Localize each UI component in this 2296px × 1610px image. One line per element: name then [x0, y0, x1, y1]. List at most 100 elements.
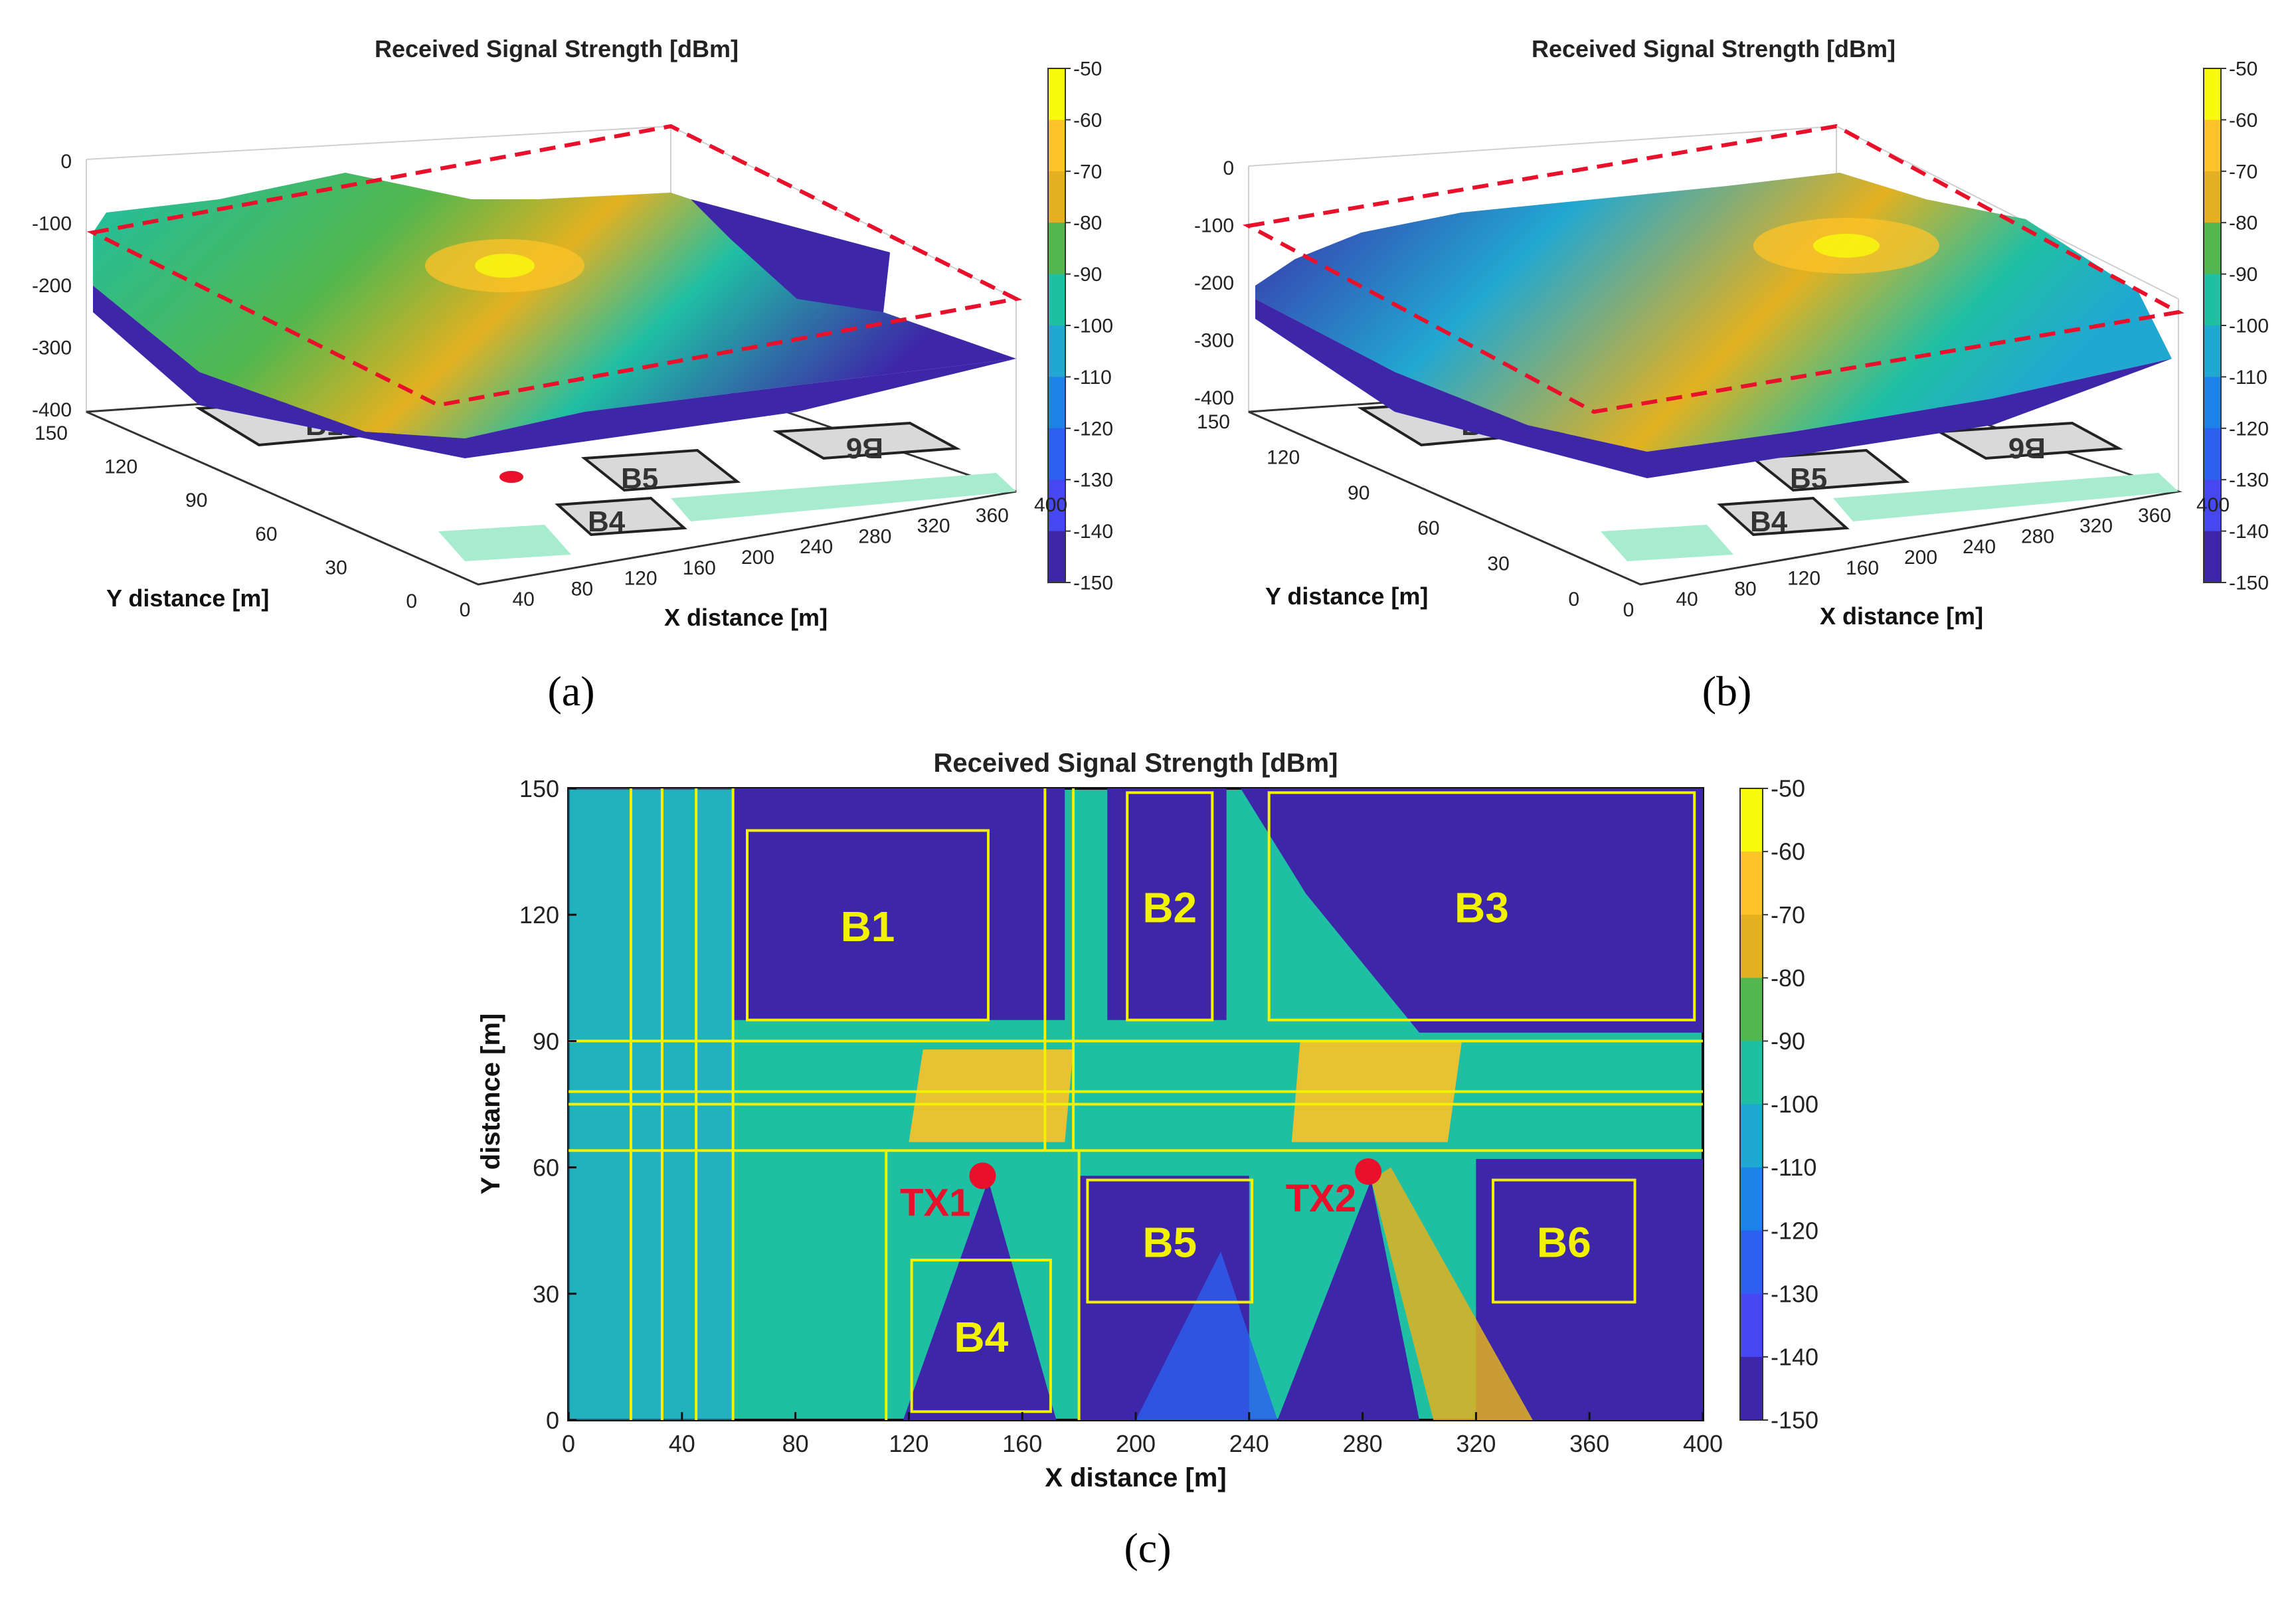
- colorbar-a-band-0: [1048, 68, 1065, 120]
- colorbar-b-tick-label: -150: [2229, 573, 2269, 594]
- colorbar-c-tick-label: -110: [1771, 1154, 1816, 1181]
- panel-b-x-tick: 320: [2079, 515, 2113, 537]
- panel-b-z-tick: -100: [1194, 215, 1234, 237]
- panel-a-y-tick: 150: [35, 422, 68, 444]
- colorbar-a-tick-label: -130: [1073, 470, 1113, 492]
- region-b1-shadow: [733, 788, 1065, 1020]
- panel-b-y-tick: 120: [1267, 446, 1300, 468]
- panel-b-y-tick: 60: [1417, 517, 1439, 539]
- heatmap-regions: [569, 788, 1703, 1420]
- colorbar-c-tick-label: -120: [1771, 1217, 1818, 1244]
- colorbar-a-tick-label: -150: [1073, 573, 1113, 594]
- colorbar-a-band-2: [1048, 171, 1065, 223]
- panel-b-title: Received Signal Strength [dBm]: [1532, 35, 1896, 62]
- colorbar-b-band-5: [2204, 325, 2221, 377]
- colorbar-b-tick-label: -80: [2229, 213, 2257, 234]
- panel-a-floor-label-b5: B5: [621, 462, 658, 495]
- panel-a-floor-label-b6: B6: [846, 432, 883, 464]
- panel-a-x-tick: 200: [741, 547, 774, 569]
- colorbar-a-band-7: [1048, 428, 1065, 480]
- colorbar-c-band-0: [1740, 788, 1763, 852]
- colorbar-a-tick-label: -90: [1073, 264, 1102, 286]
- panel-b-x-tick: 400: [2196, 494, 2230, 516]
- panel-a-x-tick: 240: [800, 536, 833, 558]
- panel-b-x-tick: 80: [1734, 578, 1756, 600]
- panel-a-3d-plot: B1 B6 B5 B4: [86, 124, 1023, 586]
- colorbar-c-tick-label: -150: [1771, 1407, 1818, 1434]
- colorbar-b-tick-label: -110: [2229, 367, 2267, 389]
- colorbar-a-tick-label: -110: [1073, 367, 1112, 389]
- region-mid-shadow: [1136, 1251, 1278, 1420]
- panel-b-x-tick: 240: [1963, 536, 1996, 558]
- panel-a-surface: [93, 173, 1016, 458]
- colorbar-c-band-6: [1740, 1167, 1763, 1231]
- panel-a-y-tick: 30: [325, 557, 347, 579]
- panel-b-threshold-plane: [1242, 124, 2185, 414]
- colorbar-b-band-3: [2204, 223, 2221, 275]
- panel-a-x-tick: 360: [976, 505, 1009, 527]
- colorbar-c-band-4: [1740, 1041, 1763, 1105]
- colorbar-c-tick-label: -100: [1771, 1091, 1818, 1118]
- colorbar-a-band-3: [1048, 223, 1065, 275]
- colorbar-b-tick-label: -100: [2229, 315, 2269, 337]
- colorbar-b-band-2: [2204, 171, 2221, 223]
- panel-c-x-tick: 80: [782, 1430, 809, 1457]
- panel-b-x-tick: 0: [1623, 599, 1634, 621]
- colorbar-c-tick-label: -50: [1771, 775, 1805, 802]
- panel-c-x-tick: 160: [1002, 1430, 1042, 1457]
- panel-c-y-tick: 0: [546, 1407, 559, 1434]
- colorbar-b-band-6: [2204, 377, 2221, 429]
- colorbar-b-tick-label: -60: [2229, 110, 2257, 132]
- panel-b-x-tick: 40: [1676, 588, 1698, 610]
- colorbar-c-band-9: [1740, 1356, 1763, 1421]
- colorbar-b-tick-label: -50: [2229, 58, 2257, 80]
- panel-a-x-label: X distance [m]: [664, 604, 828, 631]
- panel-a-y-tick: 0: [406, 590, 417, 612]
- building-outline-b3: [1267, 791, 1696, 1022]
- colorbar-b-band-1: [2204, 120, 2221, 172]
- colorbar-b-band-0: [2204, 68, 2221, 120]
- panel-a-z-tick: -200: [32, 275, 72, 297]
- region-tx2-beam: [1371, 1167, 1533, 1420]
- building-outline-b4: [910, 1259, 1052, 1413]
- panel-b-x-label: X distance [m]: [1820, 602, 1983, 630]
- colorbar-c-band-3: [1740, 978, 1763, 1041]
- panel-a-y-tick: 120: [104, 456, 137, 478]
- panel-a-x-tick: 120: [624, 568, 658, 590]
- building-label-b1: B1: [841, 903, 895, 950]
- colorbar-b-tick-label: -130: [2229, 470, 2269, 492]
- transmitter-marker-tx1: [969, 1162, 996, 1190]
- panel-a-y-tick: 60: [255, 523, 277, 545]
- building-labels: B1 B2 B3 B4 B5 B6: [841, 884, 1591, 1362]
- panel-a-y-label: Y distance [m]: [106, 584, 269, 612]
- colorbar-c-tick-label: -80: [1771, 964, 1805, 992]
- panel-a-x-tick: 80: [571, 578, 593, 600]
- building-outlines: [569, 788, 1703, 1420]
- panel-c-x-tick: 280: [1343, 1430, 1383, 1457]
- region-b6-shadow: [1476, 1158, 1703, 1420]
- panel-a-x-tick: 320: [917, 515, 950, 537]
- building-outline-b2: [1126, 791, 1214, 1022]
- panel-c-y-tick: 90: [533, 1028, 559, 1055]
- panel-b-y-label: Y distance [m]: [1265, 582, 1428, 610]
- colorbar-c-tick-label: -60: [1771, 838, 1805, 865]
- colorbar-b-band-4: [2204, 274, 2221, 326]
- panel-b-x-tick: 280: [2021, 525, 2054, 547]
- panel-b-x-tick: 200: [1904, 547, 1937, 569]
- building-outline-b5: [1086, 1178, 1254, 1304]
- colorbar-a-band-5: [1048, 325, 1065, 377]
- panel-c-y-tick: 150: [519, 775, 559, 802]
- building-label-b5: B5: [1142, 1219, 1197, 1267]
- panel-a-z-tick: -400: [32, 399, 72, 421]
- building-outline-b6: [1492, 1178, 1636, 1304]
- panel-a-title: Received Signal Strength [dBm]: [375, 35, 739, 62]
- panel-c-label: (c): [1124, 1524, 1171, 1571]
- colorbar-b-band-8: [2204, 480, 2221, 532]
- colorbar-a-tick-label: -50: [1073, 58, 1102, 80]
- panel-b-floor-label-b5: B5: [1790, 462, 1827, 495]
- panel-a-x-tick: 280: [858, 525, 891, 547]
- colorbar-a-band-6: [1048, 377, 1065, 429]
- panel-b-x-tick: 120: [1787, 568, 1820, 590]
- region-tx2-shadow: [1277, 1180, 1419, 1420]
- panel-a-z-tick: -300: [32, 337, 72, 359]
